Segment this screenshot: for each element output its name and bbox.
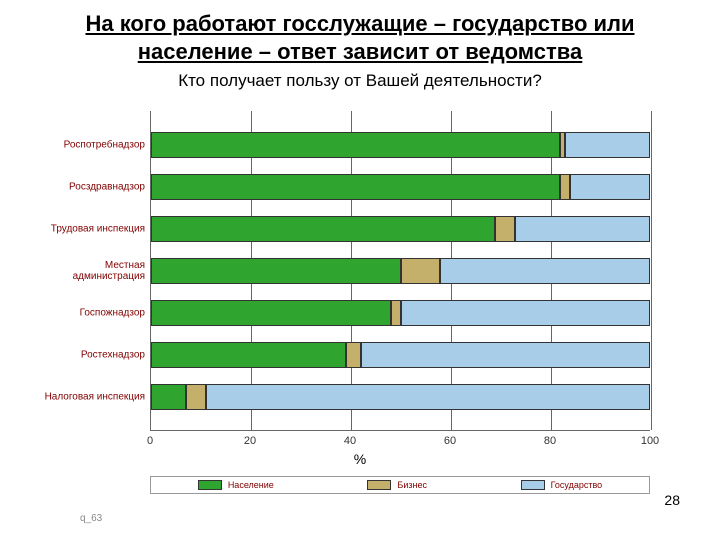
bar-segment-business [560, 174, 570, 200]
legend-swatch [521, 480, 545, 490]
x-tick-label: 80 [544, 435, 556, 447]
bar-row [151, 300, 650, 326]
question-code: q_63 [80, 513, 102, 524]
legend-item: Население [198, 480, 274, 490]
bar-segment-state [515, 216, 650, 242]
x-axis-title: % [30, 451, 690, 467]
legend-label: Население [228, 480, 274, 490]
chart-container: % Население Бизнес Государство 0 20 40 60 80 10… [30, 101, 690, 501]
bar-row [151, 258, 650, 284]
bar-segment-population [151, 384, 186, 410]
bar-segment-state [206, 384, 650, 410]
legend-label: Государство [551, 480, 603, 490]
x-tick-label: 20 [244, 435, 256, 447]
legend-item: Государство [521, 480, 603, 490]
gridline [651, 111, 652, 430]
slide: На кого работают госслужащие – государст… [0, 0, 720, 540]
bar-segment-population [151, 174, 560, 200]
y-axis-label: Налоговая инспекция [35, 392, 145, 403]
bar-segment-business [495, 216, 515, 242]
legend-swatch [198, 480, 222, 490]
x-tick-label: 40 [344, 435, 356, 447]
x-tick-label: 100 [641, 435, 659, 447]
bar-segment-business [401, 258, 441, 284]
y-axis-label: Ростехнадзор [35, 350, 145, 361]
bar-segment-state [440, 258, 650, 284]
bar-segment-business [391, 300, 401, 326]
y-axis-label: Госпожнадзор [35, 308, 145, 319]
page-number: 28 [664, 492, 680, 508]
bar-row [151, 342, 650, 368]
bar-segment-state [570, 174, 650, 200]
legend-item: Бизнес [367, 480, 427, 490]
y-axis-label: Трудовая инспекция [35, 224, 145, 235]
bar-segment-population [151, 216, 495, 242]
bar-row [151, 174, 650, 200]
y-axis-label: Роспотребнадзор [35, 140, 145, 151]
bar-segment-population [151, 132, 560, 158]
legend: Население Бизнес Государство [150, 476, 650, 494]
slide-subtitle: Кто получает пользу от Вашей деятельност… [30, 71, 690, 91]
bar-segment-business [346, 342, 361, 368]
x-tick-label: 0 [147, 435, 153, 447]
bar-segment-state [565, 132, 650, 158]
bar-segment-population [151, 342, 346, 368]
y-axis-label: Росздравнадзор [35, 182, 145, 193]
bar-segment-population [151, 300, 391, 326]
y-axis-label: Местная администрация [35, 260, 145, 282]
bar-segment-business [186, 384, 206, 410]
legend-swatch [367, 480, 391, 490]
slide-title: На кого работают госслужащие – государст… [30, 10, 690, 65]
bar-row [151, 216, 650, 242]
bar-segment-state [361, 342, 650, 368]
bar-segment-population [151, 258, 401, 284]
x-tick-label: 60 [444, 435, 456, 447]
bar-row [151, 132, 650, 158]
legend-label: Бизнес [397, 480, 427, 490]
bar-row [151, 384, 650, 410]
plot-area [150, 111, 650, 431]
bar-segment-state [401, 300, 651, 326]
